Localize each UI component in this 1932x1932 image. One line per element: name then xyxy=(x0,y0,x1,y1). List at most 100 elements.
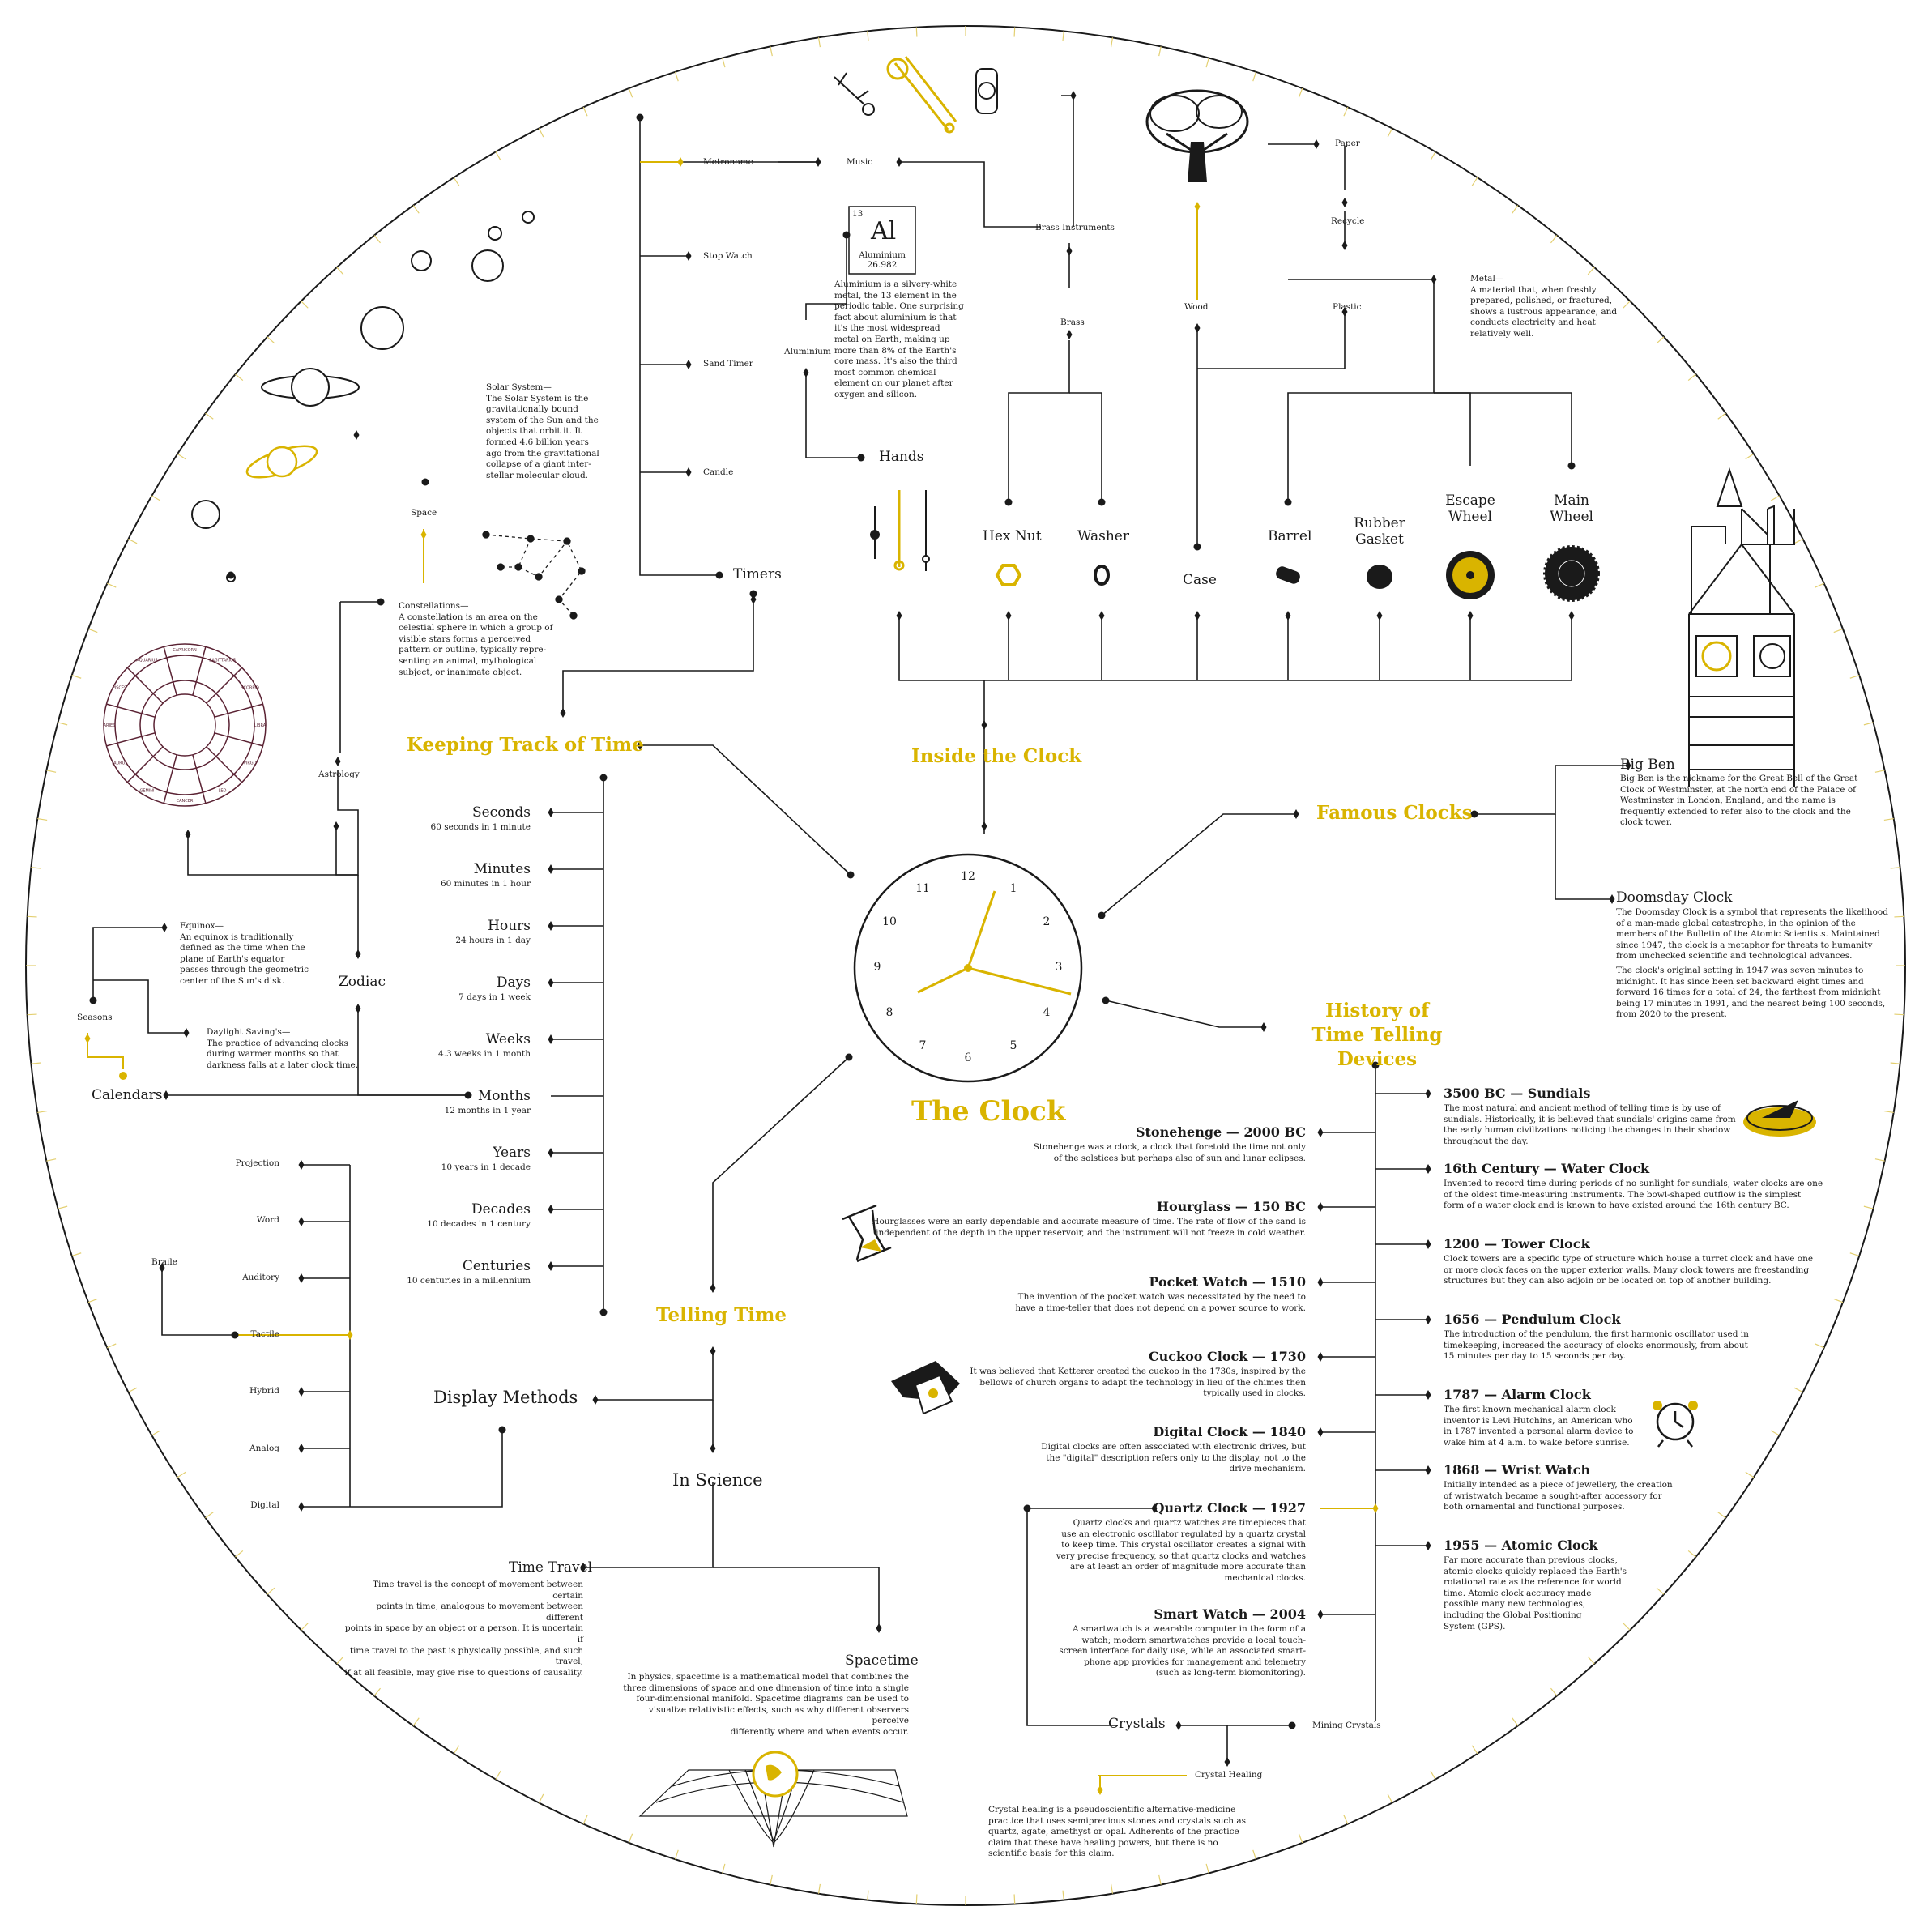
rubber-gasket-icon xyxy=(1367,565,1392,589)
timeline-unit: Minutes xyxy=(473,861,531,877)
outer-tick xyxy=(1894,915,1904,918)
outer-tick xyxy=(27,915,37,918)
outer-tick xyxy=(1298,87,1303,98)
outer-tick xyxy=(817,1883,821,1894)
outer-tick xyxy=(301,1623,309,1631)
outer-tick xyxy=(817,37,821,48)
outer-tick xyxy=(538,128,544,138)
timeline-desc: 60 seconds in 1 minute xyxy=(430,822,531,832)
outer-tick xyxy=(1110,37,1114,48)
outer-tick xyxy=(1815,582,1824,588)
outer-tick xyxy=(1815,1343,1824,1349)
outer-tick xyxy=(1833,1298,1844,1303)
history-entry-description: Quartz clocks and quartz watches are tim… xyxy=(1056,1518,1306,1583)
aluminium-label: Aluminium xyxy=(784,347,831,356)
clock-number: 8 xyxy=(885,1006,893,1019)
display-method-item: Auditory xyxy=(242,1272,279,1282)
outer-tick xyxy=(1623,1623,1631,1631)
zodiac-sign-label: LEO xyxy=(219,789,227,794)
outer-tick xyxy=(1687,373,1696,382)
barrel-label: Barrel xyxy=(1268,528,1312,544)
aluminium-description: Aluminium is a silvery-white metal, the … xyxy=(834,279,964,399)
history-entry-description: Hourglasses were an early dependable and… xyxy=(872,1217,1306,1238)
timeline-desc: 10 centuries in a millennium xyxy=(407,1276,531,1286)
zodiac-spoke xyxy=(206,667,243,704)
timeline-unit: Hours xyxy=(488,918,531,934)
aluminium-box xyxy=(848,206,916,275)
timers-label: Timers xyxy=(733,566,782,582)
cuckoo-clock-icon xyxy=(891,1361,960,1415)
rubber-gasket-label: Rubber Gasket xyxy=(1354,515,1405,548)
outer-tick xyxy=(128,1387,138,1393)
outer-tick xyxy=(1205,58,1209,68)
outer-tick xyxy=(1430,1770,1436,1780)
outer-tick xyxy=(1793,538,1803,544)
crystals-label: Crystals xyxy=(1108,1716,1166,1732)
outer-tick xyxy=(1587,267,1595,275)
zodiac-spoke xyxy=(163,646,177,696)
constellation-description: Constellations— A constellation is an ar… xyxy=(399,601,553,677)
outer-tick xyxy=(1863,722,1874,726)
outer-tick xyxy=(1512,205,1519,214)
in-science-label: In Science xyxy=(672,1470,763,1490)
outer-tick xyxy=(37,817,48,821)
outer-tick xyxy=(1863,1205,1874,1209)
outer-tick xyxy=(628,87,633,98)
history-entry-title: 1200 — Tower Clock xyxy=(1444,1236,1590,1252)
outer-tick xyxy=(71,1252,82,1257)
outer-tick xyxy=(770,46,773,57)
doomsday-description-2: The clock's original setting in 1947 was… xyxy=(1616,966,1886,1020)
outer-tick xyxy=(453,1745,460,1755)
outer-tick xyxy=(1656,336,1665,344)
outer-tick xyxy=(915,27,918,37)
outer-tick xyxy=(1013,27,1016,37)
timeline-desc: 7 days in 1 week xyxy=(458,992,531,1002)
solar-system-description: Solar System— The Solar System is the gr… xyxy=(486,382,599,480)
zodiac-spoke xyxy=(192,646,207,696)
doomsday-clock-label: Doomsday Clock xyxy=(1616,889,1733,906)
outer-tick xyxy=(1770,495,1780,501)
outer-tick xyxy=(1252,71,1257,82)
element-number: 13 xyxy=(852,209,864,219)
barrel-icon xyxy=(1276,566,1300,584)
mining-crystals-label: Mining Crystals xyxy=(1312,1721,1381,1730)
history-entry-description: The introduction of the pendulum, the fi… xyxy=(1444,1329,1749,1362)
outer-tick xyxy=(373,1687,382,1696)
category-history: History of Time Telling Devices xyxy=(1311,1000,1443,1070)
category-inside-the-clock: Inside the Clock xyxy=(911,745,1082,767)
calendars-label: Calendars xyxy=(92,1087,163,1103)
outer-tick xyxy=(87,628,98,633)
planets-icon xyxy=(191,211,535,582)
time-travel-label: Time Travel xyxy=(509,1559,593,1576)
history-entry-title: Quartz Clock — 1927 xyxy=(1153,1500,1306,1516)
clock-number: 3 xyxy=(1055,961,1063,974)
history-entry-title: Cuckoo Clock — 1730 xyxy=(1148,1349,1306,1364)
outer-tick xyxy=(336,1656,344,1665)
outer-tick xyxy=(1298,1833,1303,1844)
outer-tick xyxy=(1343,1815,1349,1824)
history-entry-description: The most natural and ancient method of t… xyxy=(1444,1103,1736,1146)
timeline-unit: Years xyxy=(493,1145,531,1161)
history-entry-title: Stonehenge — 2000 BC xyxy=(1135,1124,1306,1140)
outer-tick xyxy=(1793,1387,1803,1393)
escape-wheel-label: Escape Wheel xyxy=(1445,493,1495,525)
display-methods-label: Display Methods xyxy=(433,1388,578,1407)
equinox-description: Equinox— An equinox is traditionally def… xyxy=(180,921,309,986)
history-entry-title: 1656 — Pendulum Clock xyxy=(1444,1311,1621,1327)
outer-tick xyxy=(1587,1656,1595,1665)
outer-tick xyxy=(1343,107,1349,117)
outer-tick xyxy=(412,1717,420,1726)
outer-tick xyxy=(1745,453,1755,460)
outer-tick xyxy=(1874,1158,1885,1162)
clock-number: 4 xyxy=(1043,1006,1051,1019)
spacetime-label: Spacetime xyxy=(845,1653,919,1669)
hex-nut-icon xyxy=(995,564,1022,586)
space-label: Space xyxy=(411,508,437,518)
outer-tick xyxy=(1110,1883,1114,1894)
outer-tick xyxy=(915,1894,918,1904)
zodiac-sign-label: LIBRA xyxy=(254,723,267,728)
clock-number: 7 xyxy=(919,1039,927,1052)
outer-tick xyxy=(1512,1717,1519,1726)
outer-tick xyxy=(1471,1745,1478,1755)
crystal-healing-label: Crystal Healing xyxy=(1195,1770,1263,1780)
